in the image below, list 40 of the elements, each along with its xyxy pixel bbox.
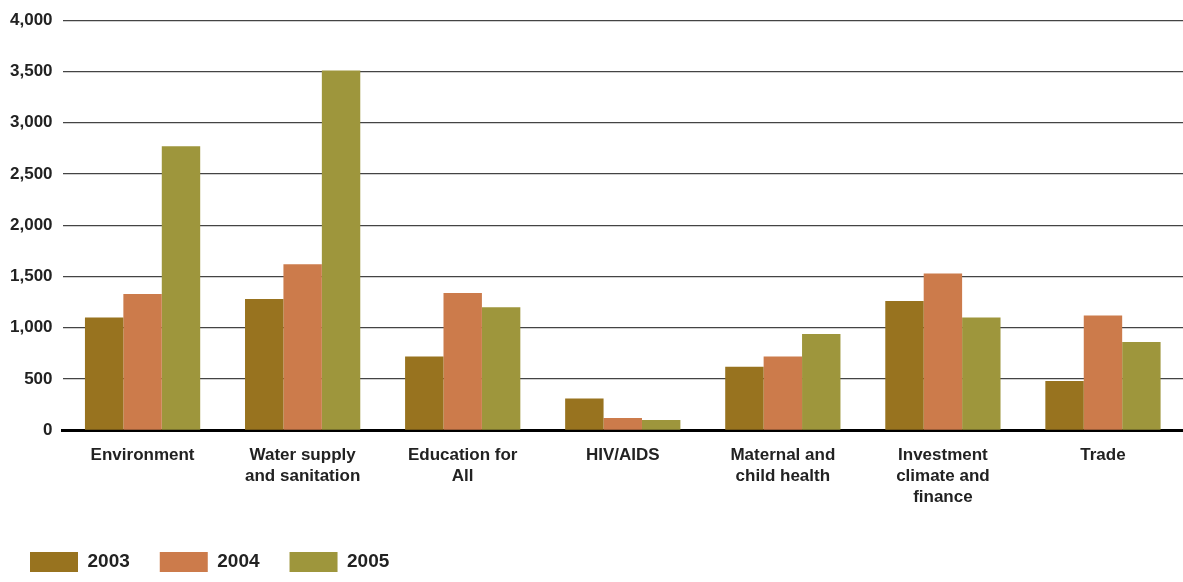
bar: [481, 307, 521, 430]
y-tick-label: 2,000: [9, 214, 53, 234]
bar: [885, 301, 924, 430]
y-tick-label: 1,500: [9, 266, 53, 286]
legend-label: 2005: [347, 550, 390, 572]
x-tick-label: Environment: [90, 444, 195, 464]
y-tick-label: 3,500: [9, 61, 53, 81]
bar: [1083, 315, 1123, 430]
y-tick-label: 4,000: [9, 9, 53, 29]
bar: [725, 366, 764, 430]
bar: [321, 70, 361, 430]
bar: [641, 420, 681, 430]
bar: [565, 398, 604, 430]
x-tick-label: HIV/AIDS: [585, 444, 660, 464]
x-tick-label: Water supply and sanitation: [245, 444, 361, 485]
bar: [603, 417, 642, 430]
y-tick-label: 2,500: [9, 163, 53, 183]
bar: [245, 299, 284, 430]
x-tick-label: Education for All: [407, 444, 518, 485]
x-tick-label: Maternal and child health: [730, 444, 836, 485]
y-tick-label: 3,000: [9, 112, 53, 132]
bar: [923, 273, 963, 430]
x-tick-label: Trade: [1080, 444, 1126, 464]
y-tick-label: 500: [24, 368, 53, 388]
bar: [161, 146, 201, 430]
bar: [123, 293, 162, 430]
bar: [962, 317, 1001, 430]
bar: [802, 333, 841, 430]
x-tick-label: Investment climate and finance: [896, 444, 990, 507]
y-tick-label: 0: [43, 419, 53, 439]
bar: [405, 356, 444, 430]
bar: [84, 317, 124, 430]
bar: [1045, 381, 1084, 430]
bar: [443, 292, 482, 430]
legend-label: 2003: [87, 550, 130, 572]
legend-label: 2004: [217, 550, 260, 572]
bar: [1122, 342, 1161, 430]
bar: [763, 356, 803, 430]
bar: [283, 264, 322, 430]
y-tick-label: 1,000: [9, 317, 53, 337]
